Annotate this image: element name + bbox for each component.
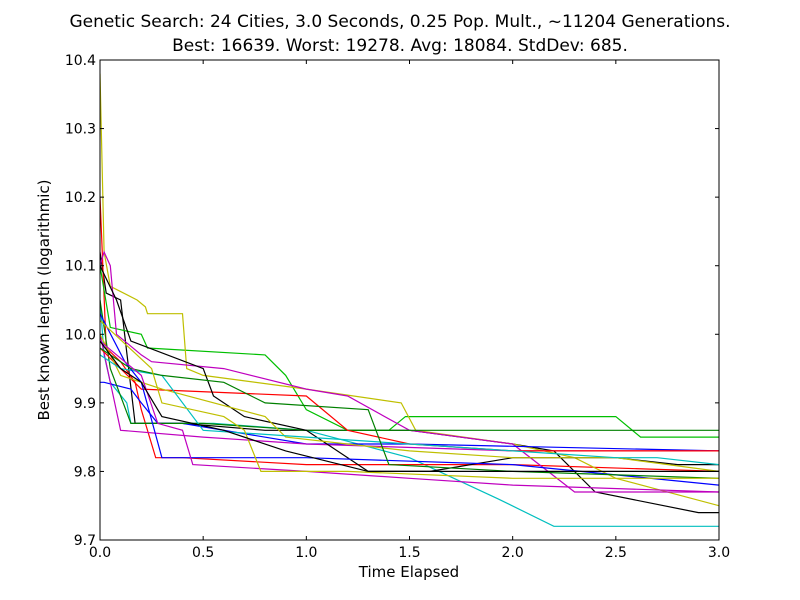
series-line-3 — [100, 197, 719, 472]
y-tick-label: 9.8 — [74, 464, 96, 480]
series-line-17 — [100, 320, 719, 479]
series-line-13 — [100, 354, 719, 466]
chart-title-line-1: Genetic Search: 24 Cities, 3.0 Seconds, … — [69, 12, 731, 32]
x-tick-label: 0.0 — [89, 545, 111, 561]
series-line-15 — [100, 347, 719, 479]
x-tick-label: 3.0 — [708, 545, 730, 561]
y-tick-label: 10.3 — [65, 122, 96, 138]
x-tick-label: 2.0 — [502, 545, 524, 561]
series-line-12 — [100, 334, 719, 472]
x-tick-label: 0.5 — [192, 545, 214, 561]
series-layer — [100, 73, 719, 527]
series-line-5 — [100, 73, 719, 507]
series-line-10 — [100, 347, 719, 452]
y-tick-label: 10.2 — [65, 190, 96, 206]
series-line-18 — [100, 340, 719, 472]
series-line-6 — [100, 250, 719, 493]
x-tick-label: 1.5 — [398, 545, 420, 561]
y-tick-label: 10.1 — [65, 259, 96, 275]
x-tick-label: 2.5 — [605, 545, 627, 561]
series-line-11 — [100, 265, 719, 472]
series-line-8 — [100, 299, 719, 431]
chart-title-line-2: Best: 16639. Worst: 19278. Avg: 18084. S… — [172, 36, 628, 56]
y-tick-label: 10.4 — [65, 53, 96, 69]
y-tick-label: 9.7 — [74, 533, 96, 549]
x-axis-label: Time Elapsed — [358, 563, 459, 581]
series-line-4 — [100, 265, 719, 438]
x-tick-label: 1.0 — [295, 545, 317, 561]
tick-layer: 0.0 0.5 1.0 1.5 2.0 2.5 3.0 9.7 9.8 9.9 10.0 10.1 10… — [65, 53, 730, 561]
y-axis-label: Best known length (logarithmic) — [35, 180, 53, 421]
y-tick-label: 9.9 — [74, 396, 96, 412]
series-line-9 — [100, 334, 719, 452]
y-tick-label: 10.0 — [65, 327, 96, 343]
